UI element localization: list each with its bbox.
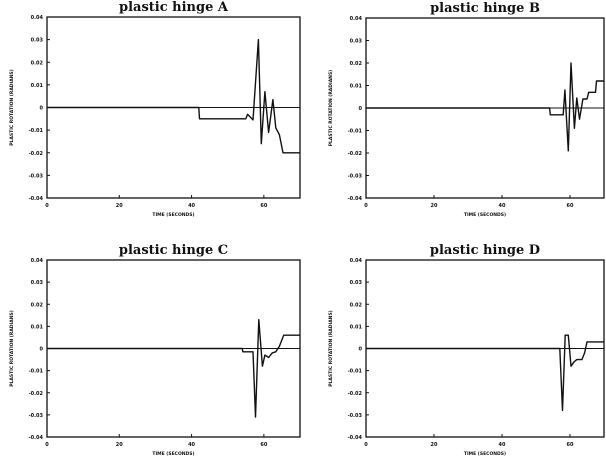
x-tick-label: 0 — [45, 203, 49, 209]
y-tick-label: 0.02 — [31, 302, 44, 308]
x-tick-label: 40 — [188, 203, 195, 209]
y-tick-label: -0.04 — [29, 196, 44, 202]
x-tick-label: 0 — [45, 442, 49, 448]
y-tick-label: 0.01 — [31, 83, 44, 89]
x-tick-label: 40 — [499, 203, 506, 209]
rotation-series-line — [366, 62, 604, 152]
x-axis-label: TIME (SECONDS) — [152, 451, 194, 457]
x-tick-label: 20 — [431, 442, 438, 448]
y-tick-label: 0.03 — [350, 280, 363, 286]
y-tick-label: 0.02 — [31, 60, 44, 66]
y-tick-label: -0.02 — [29, 151, 44, 157]
y-tick-label: 0.04 — [31, 258, 44, 264]
y-tick-label: 0.02 — [350, 302, 363, 308]
x-tick-label: 20 — [431, 203, 438, 209]
y-tick-label: -0.01 — [29, 128, 44, 134]
y-tick-label: -0.03 — [29, 413, 44, 419]
panel-title: plastic hinge D — [430, 243, 540, 258]
panel-title: plastic hinge A — [119, 0, 229, 15]
y-axis-label: PLASTIC ROTATION (RADIANS) — [9, 310, 15, 387]
x-tick-label: 20 — [116, 442, 123, 448]
y-tick-label: 0 — [40, 347, 44, 353]
panel-hinge-b: plastic hinge B 0.04 0.03 0.02 0.01 0 -0.01 -0.… — [328, 1, 605, 218]
y-tick-label: 0.01 — [350, 324, 363, 330]
x-tick-label: 60 — [567, 442, 574, 448]
rotation-series-line — [47, 38, 300, 154]
y-tick-label: -0.02 — [29, 391, 44, 397]
rotation-series-line — [366, 334, 604, 412]
y-tick-label: 0.01 — [350, 84, 363, 90]
y-tick-label: 0 — [40, 106, 44, 112]
x-tick-label: 60 — [567, 203, 574, 209]
y-tick-label: 0.03 — [350, 39, 363, 45]
y-tick-label: -0.01 — [348, 129, 363, 135]
y-tick-label: -0.02 — [348, 391, 363, 397]
x-tick-label: 60 — [260, 203, 267, 209]
y-tick-label: -0.04 — [348, 196, 363, 202]
x-tick-label: 40 — [188, 442, 195, 448]
y-tick-label: 0.03 — [31, 280, 44, 286]
y-tick-label: -0.03 — [348, 174, 363, 180]
x-tick-label: 60 — [260, 442, 267, 448]
rotation-series-line — [47, 319, 300, 418]
y-tick-label: 0.04 — [350, 16, 363, 22]
y-axis-label: PLASTIC ROTATION (RADIANS) — [328, 70, 334, 147]
x-axis-label: TIME (SECONDS) — [464, 212, 506, 218]
panel-hinge-c: plastic hinge C 0.04 0.03 0.02 0.01 0 -0.01 -0.… — [9, 243, 301, 457]
y-tick-label: -0.03 — [348, 413, 363, 419]
y-axis-label: PLASTIC ROTATION (RADIANS) — [328, 310, 334, 387]
y-tick-label: -0.04 — [29, 435, 44, 441]
y-tick-label: 0.04 — [31, 15, 44, 21]
y-tick-label: 0.02 — [350, 61, 363, 67]
x-axis-label: TIME (SECONDS) — [464, 451, 506, 457]
y-tick-label: 0.01 — [31, 324, 44, 330]
y-tick-label: -0.01 — [348, 369, 363, 375]
y-axis-label: PLASTIC ROTATION (RADIANS) — [9, 69, 15, 146]
y-tick-label: -0.03 — [29, 173, 44, 179]
x-axis-label: TIME (SECONDS) — [152, 212, 194, 218]
y-tick-label: -0.01 — [29, 369, 44, 375]
y-tick-label: 0.04 — [350, 258, 363, 264]
y-tick-label: 0 — [359, 106, 363, 112]
panel-title: plastic hinge B — [430, 1, 540, 16]
y-tick-label: -0.02 — [348, 151, 363, 157]
y-tick-label: 0 — [359, 347, 363, 353]
panel-title: plastic hinge C — [119, 243, 228, 258]
y-tick-label: 0.03 — [31, 38, 44, 44]
x-tick-label: 0 — [364, 442, 368, 448]
x-tick-label: 0 — [364, 203, 368, 209]
y-tick-label: -0.04 — [348, 435, 363, 441]
x-tick-label: 40 — [499, 442, 506, 448]
panel-hinge-d: plastic hinge D 0.04 0.03 0.02 0.01 0 -0.01 -0.… — [328, 243, 605, 457]
panel-hinge-a: plastic hinge A 0.04 0.03 0.02 0.01 0 -0.01 -0.… — [9, 0, 301, 218]
x-tick-label: 20 — [116, 203, 123, 209]
